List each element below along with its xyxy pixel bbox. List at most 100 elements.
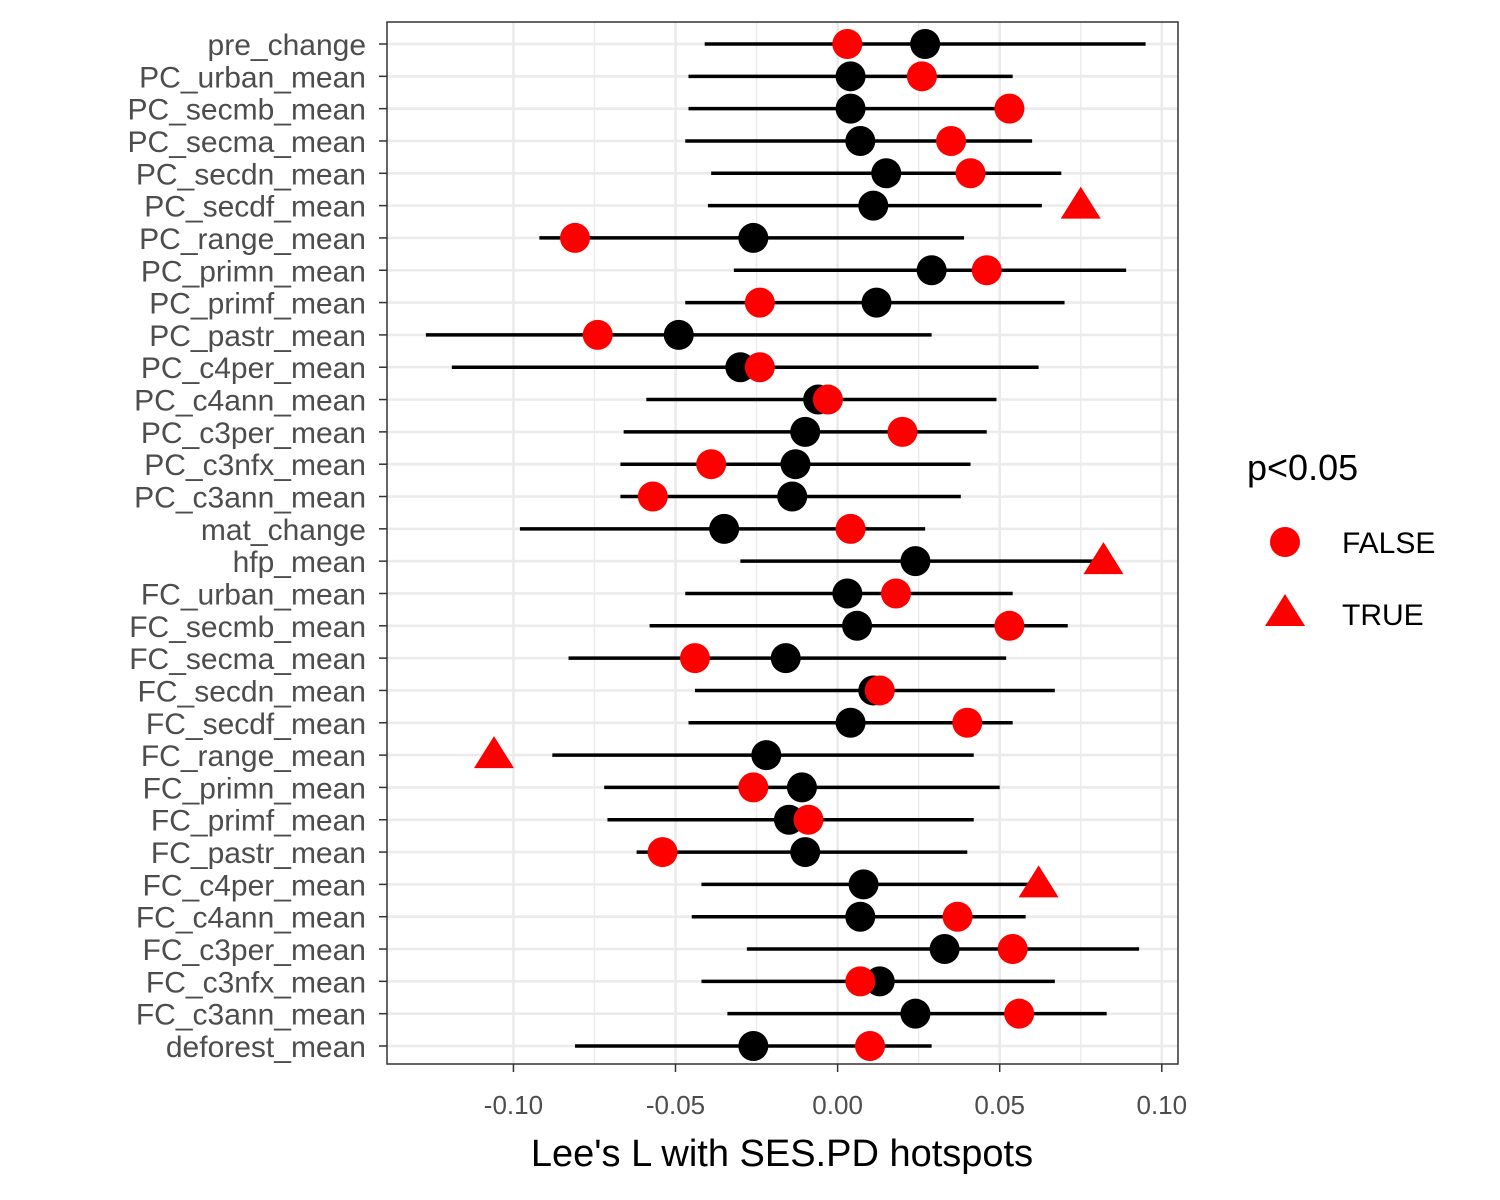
null-point [786,772,817,803]
y-tick-label: FC_urban_mean [141,578,366,611]
null-point [845,125,876,156]
null-point [835,707,866,738]
y-tick-label: PC_urban_mean [139,61,366,94]
observed-point-significant [1060,186,1101,219]
observed-point [952,707,983,738]
observed-point [744,352,775,383]
observed-point [835,513,866,544]
observed-point [997,934,1028,965]
y-tick-label: FC_c3ann_mean [136,999,366,1032]
observed-point [887,416,918,447]
x-tick-label: 0.00 [812,1090,863,1120]
observed-point [994,610,1025,641]
y-tick-label: FC_c3per_mean [143,934,366,967]
y-tick-label: PC_c3nfx_mean [144,449,366,482]
plot-panel [387,22,1178,1064]
y-tick-label: deforest_mean [166,1031,366,1064]
observed-point [647,837,678,868]
x-axis: -0.10 -0.05 0.00 0.05 0.10 [484,1064,1187,1120]
panel-border [386,21,1179,1065]
observed-point-significant [473,736,514,769]
y-tick-label: hfp_mean [233,546,366,579]
y-tick-label: PC_c3ann_mean [134,482,366,515]
y-tick-label: PC_secmb_mean [128,94,366,127]
null-point [777,481,808,512]
null-point [835,61,866,92]
legend-label-false: FALSE [1342,527,1435,560]
null-point [929,934,960,965]
null-point [663,319,694,350]
y-tick-label: FC_c4ann_mean [136,902,366,935]
legend-key-true [1265,594,1305,626]
y-tick-label: PC_c4ann_mean [134,385,366,418]
observed-point [880,578,911,609]
observed-point [696,449,727,480]
observed-point [744,287,775,318]
null-point [858,190,889,221]
null-point [842,610,873,641]
null-point [738,222,769,253]
null-point [861,287,892,318]
null-point [871,158,902,189]
null-point [845,901,876,932]
y-tick-label: PC_primf_mean [149,288,366,321]
y-tick-label: PC_c4per_mean [141,352,366,385]
y-tick-label: mat_change [201,514,366,547]
observed-point [560,222,591,253]
x-axis-title: Lee's L with SES.PD hotspots [531,1133,1033,1175]
y-tick-label: FC_secdn_mean [138,675,366,708]
y-tick-label: FC_c3nfx_mean [146,966,366,999]
observed-point [864,675,895,706]
observed-point [994,93,1025,124]
y-tick-label: PC_range_mean [139,223,366,256]
x-tick-label: -0.10 [484,1090,543,1120]
null-point [709,513,740,544]
observed-point-significant [1018,865,1059,898]
y-tick-label: PC_c3per_mean [141,417,366,450]
null-point [900,998,931,1029]
y-tick-label: PC_secdf_mean [144,191,366,224]
observed-point [738,772,769,803]
y-tick-label: PC_pastr_mean [149,320,366,353]
y-tick-label: FC_secma_mean [129,643,366,676]
legend: p<0.05 FALSE TRUE [1247,447,1435,632]
y-tick-label: FC_c4per_mean [143,869,366,902]
null-point [790,416,821,447]
y-tick-label: PC_primn_mean [141,255,366,288]
observed-point [679,643,710,674]
observed-point [637,481,668,512]
observed-point [955,158,986,189]
observed-point [582,319,613,350]
observed-point [971,255,1002,286]
observed-point [906,61,937,92]
y-tick-label: FC_primf_mean [151,805,366,838]
null-point [900,546,931,577]
y-axis: pre_changePC_urban_meanPC_secmb_meanPC_s… [128,29,387,1064]
x-tick-label: -0.05 [646,1090,705,1120]
y-tick-label: pre_change [208,29,366,62]
null-point [790,837,821,868]
y-tick-label: FC_secdf_mean [146,708,366,741]
observed-point-significant [1083,542,1124,575]
null-point [780,449,811,480]
null-point [738,1031,769,1061]
null-point [916,255,947,286]
x-tick-label: 0.05 [974,1090,1025,1120]
observed-point [812,384,843,415]
null-point [910,29,941,59]
observed-point [845,966,876,997]
observed-point [1004,998,1035,1029]
y-tick-label: PC_secdn_mean [136,158,366,191]
x-tick-label: 0.10 [1136,1090,1187,1120]
null-point [770,643,801,674]
y-tick-label: PC_secma_mean [128,126,366,159]
y-tick-label: FC_range_mean [141,740,366,773]
y-tick-label: FC_pastr_mean [151,837,366,870]
y-tick-label: FC_primn_mean [143,772,366,805]
null-point [751,740,782,771]
null-points [663,29,960,1061]
observed-point [942,901,973,932]
observed-point [832,29,863,59]
observed-point [936,125,967,156]
null-point [835,93,866,124]
